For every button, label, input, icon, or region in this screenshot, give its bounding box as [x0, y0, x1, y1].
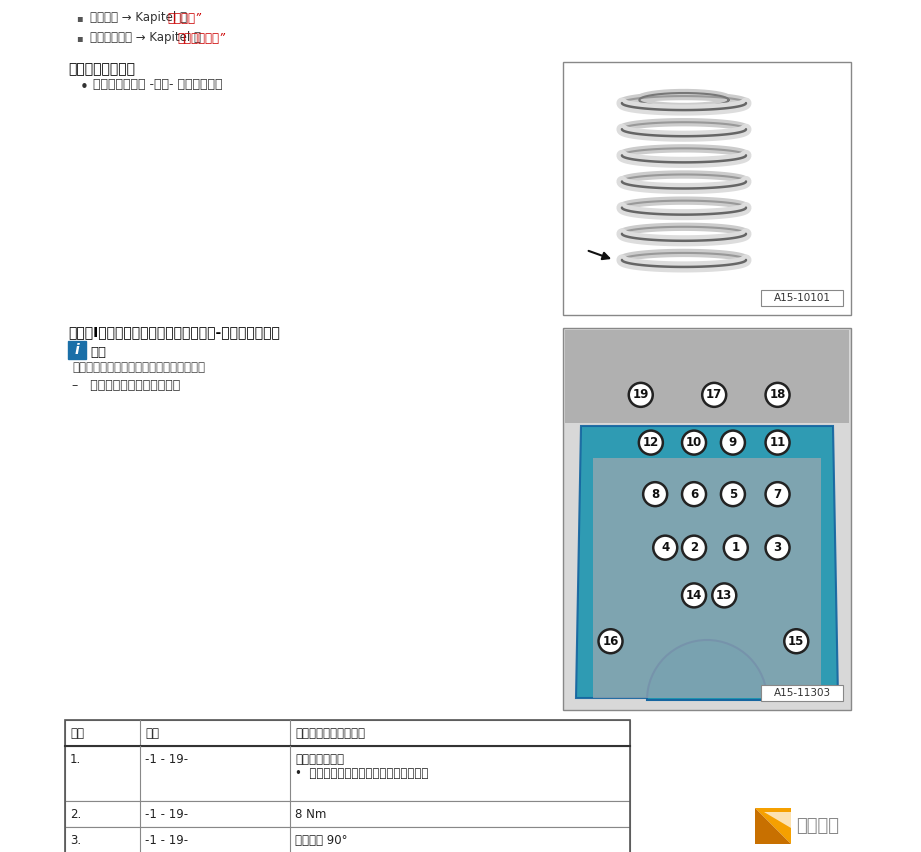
Text: 8: 8	[651, 487, 659, 501]
Bar	[761, 685, 843, 701]
Text: 气门尺寸”: 气门尺寸”	[168, 11, 202, 25]
Text: –   按所示顺序分步拧紧螺扤：: – 按所示顺序分步拧紧螺扤：	[72, 379, 181, 392]
Circle shape	[765, 383, 789, 407]
Text: 13: 13	[717, 589, 732, 602]
Text: -1 - 19-: -1 - 19-	[145, 753, 188, 766]
Circle shape	[702, 383, 726, 407]
Text: ▪: ▪	[76, 33, 83, 43]
Circle shape	[721, 430, 745, 455]
Polygon shape	[764, 812, 791, 828]
FancyBboxPatch shape	[67, 341, 86, 359]
Text: 7: 7	[774, 487, 782, 501]
Circle shape	[712, 584, 736, 607]
Text: 拧紧力矩继续转动角度: 拧紧力矩继续转动角度	[295, 727, 365, 740]
Circle shape	[682, 584, 706, 607]
Text: 气门弹簧安装位置: 气门弹簧安装位置	[68, 62, 135, 76]
Text: 2: 2	[690, 541, 698, 554]
Bar	[65, 720, 630, 746]
Text: 12: 12	[643, 436, 659, 449]
Polygon shape	[755, 808, 791, 844]
Text: 更换拧紧时需要继续旋转一个角度的螺扤。: 更换拧紧时需要继续旋转一个角度的螺扤。	[72, 361, 205, 374]
Circle shape	[629, 383, 653, 407]
Text: 1: 1	[732, 541, 740, 554]
Text: 1.: 1.	[70, 753, 81, 766]
Text: -1 - 19-: -1 - 19-	[145, 834, 188, 847]
Polygon shape	[576, 426, 838, 698]
Bar	[65, 801, 630, 827]
Text: 压紧的弹簧绕组 -箭头- 指向气缸盖。: 压紧的弹簧绕组 -箭头- 指向气缸盖。	[93, 78, 223, 91]
Circle shape	[724, 536, 748, 560]
Circle shape	[765, 536, 789, 560]
Text: ▪: ▪	[76, 13, 83, 23]
Circle shape	[682, 482, 706, 506]
Bar	[563, 62, 851, 315]
Bar	[65, 746, 630, 801]
Text: 提示: 提示	[90, 346, 106, 359]
Text: 15: 15	[788, 635, 804, 648]
Text: 17: 17	[706, 389, 722, 401]
Text: •  梯形架的整个接触面必须靠到气缸盖上: • 梯形架的整个接触面必须靠到气缸盖上	[295, 767, 428, 780]
Text: A15-10101: A15-10101	[774, 293, 831, 303]
Text: 3: 3	[774, 541, 782, 554]
Text: 检查气门导管 → Kapitel ，: 检查气门导管 → Kapitel ，	[90, 32, 201, 44]
Text: •: •	[80, 80, 88, 95]
Text: 2.: 2.	[70, 808, 81, 821]
Circle shape	[653, 536, 677, 560]
Text: 16: 16	[602, 635, 619, 648]
Text: 4: 4	[661, 541, 670, 554]
Text: 3.: 3.	[70, 834, 81, 847]
Text: i: i	[74, 343, 79, 356]
Circle shape	[721, 482, 745, 506]
Circle shape	[682, 536, 706, 560]
Wedge shape	[647, 640, 767, 700]
Text: A15-11303: A15-11303	[774, 688, 831, 698]
Text: 气门尺寸 → Kapitel ，: 气门尺寸 → Kapitel ，	[90, 11, 187, 25]
Bar	[593, 458, 821, 698]
Circle shape	[682, 430, 706, 455]
Text: 8 Nm: 8 Nm	[295, 808, 326, 821]
Polygon shape	[755, 808, 791, 844]
Text: 6: 6	[690, 487, 698, 501]
Bar	[761, 290, 843, 306]
Text: 用手拧入至紧贴: 用手拧入至紧贴	[295, 753, 344, 766]
Text: 5: 5	[729, 487, 737, 501]
Text: 螺扤: 螺扤	[145, 727, 159, 740]
Text: 11: 11	[769, 436, 786, 449]
Circle shape	[765, 482, 789, 506]
Text: 10: 10	[686, 436, 702, 449]
Bar	[65, 720, 630, 852]
Text: 气缸列Ⅰ的气缸盖凸轮轴梯形架（右侧）-拧紧力矩和顺序: 气缸列Ⅰ的气缸盖凸轮轴梯形架（右侧）-拧紧力矩和顺序	[68, 325, 280, 339]
Text: 18: 18	[769, 389, 786, 401]
Text: 继续拧紧 90°: 继续拧紧 90°	[295, 834, 347, 847]
Circle shape	[599, 630, 623, 653]
Text: 19: 19	[633, 389, 649, 401]
Bar	[563, 328, 851, 710]
Circle shape	[765, 430, 789, 455]
Text: 汽修帮手: 汽修帮手	[796, 817, 839, 835]
Circle shape	[785, 630, 809, 653]
Bar	[565, 330, 849, 423]
Circle shape	[643, 482, 667, 506]
Bar	[65, 827, 630, 852]
Text: 14: 14	[686, 589, 702, 602]
Text: -1 - 19-: -1 - 19-	[145, 808, 188, 821]
Text: 分步: 分步	[70, 727, 84, 740]
Text: 检查气门导管”: 检查气门导管”	[178, 32, 226, 44]
Circle shape	[639, 430, 663, 455]
Text: 9: 9	[729, 436, 737, 449]
